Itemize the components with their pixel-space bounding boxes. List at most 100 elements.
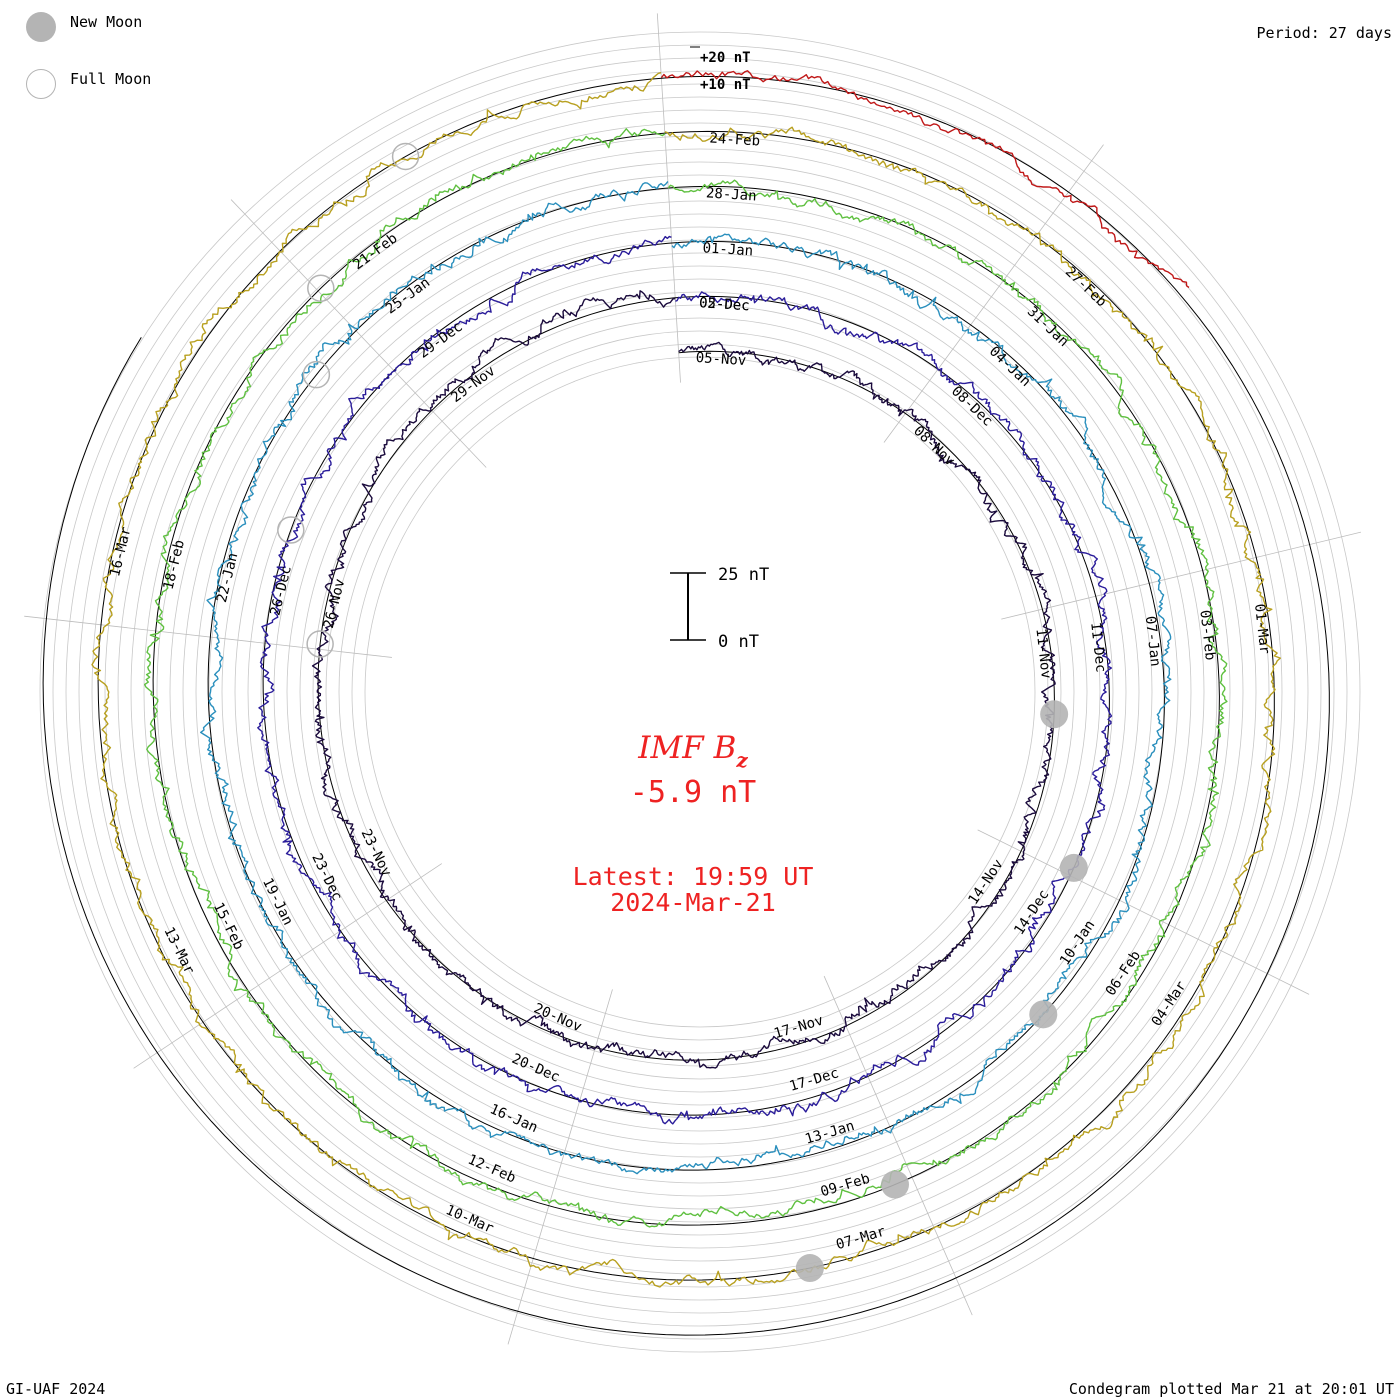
grid-ring <box>52 44 1348 1340</box>
grid-rings <box>39 31 1361 1353</box>
trace-rotation-3 <box>200 181 1172 1175</box>
grid-ring <box>78 70 1322 1314</box>
imf-title-subscript: z <box>735 748 748 772</box>
grid-ring <box>325 317 1075 1067</box>
date-label: 23-Dec <box>308 851 345 903</box>
grid-ring <box>195 187 1205 1197</box>
date-label: 01-Mar <box>1251 603 1273 655</box>
new-moon-marker <box>881 1170 910 1199</box>
full-moon-marker <box>307 274 335 302</box>
grid-ring <box>130 122 1270 1262</box>
grid-spoke <box>133 863 443 1069</box>
date-label: 04-Mar <box>1149 978 1190 1029</box>
legend-full-moon-label: Full Moon <box>70 70 152 88</box>
imf-title: IMF Bz <box>637 730 748 772</box>
date-label: 11-Dec <box>1087 621 1109 673</box>
date-label: 05-Dec <box>699 295 750 314</box>
grid-ring <box>156 148 1244 1236</box>
date-label: 10-Mar <box>443 1202 496 1237</box>
date-label: 22-Jan <box>214 551 241 604</box>
full-moon-marker <box>302 360 331 389</box>
new-moon-marker <box>1059 853 1088 882</box>
grid-ring <box>104 96 1296 1288</box>
scale-bar-top-label: 25 nT <box>718 565 769 585</box>
imf-title-main: IMF B <box>637 730 736 766</box>
reference-rings <box>42 75 1330 1336</box>
date-label: 20-Dec <box>509 1051 562 1086</box>
date-label: 11-Nov <box>1032 628 1054 680</box>
grid-ring <box>312 304 1088 1080</box>
grid-ring <box>247 239 1153 1145</box>
grid-ring <box>65 57 1335 1327</box>
date-label: 08-Nov <box>910 423 958 469</box>
grid-ring <box>117 109 1283 1275</box>
grid-ring <box>299 291 1101 1093</box>
date-label: 13-Mar <box>160 925 197 977</box>
date-label: 26-Nov <box>321 577 348 630</box>
date-label: 21-Feb <box>350 230 400 273</box>
new-moon-marker <box>1040 700 1069 729</box>
date-label: 02-Dec <box>699 295 750 314</box>
grid-spoke <box>883 144 1104 443</box>
imf-value: -5.9 nT <box>630 775 756 810</box>
latest-date: 2024-Mar-21 <box>610 888 776 917</box>
date-label: 31-Jan <box>1024 304 1072 350</box>
date-label: 26-Dec <box>267 564 294 617</box>
grid-ring <box>169 161 1231 1223</box>
full-moon-marker <box>391 142 420 171</box>
date-label: 29-Dec <box>416 319 466 362</box>
date-label: 20-Nov <box>531 1000 584 1035</box>
legend-new-moon: New Moon <box>26 12 142 42</box>
date-label: 28-Jan <box>706 185 757 204</box>
grid-ring <box>273 265 1127 1119</box>
grid-spoke <box>230 199 487 468</box>
grid-spokes <box>24 13 1362 1345</box>
amplitude-scale-bar: 25 nT 0 nT <box>670 565 769 652</box>
grid-ring <box>143 135 1257 1249</box>
trace-rotation-5 <box>91 72 1281 1288</box>
moon-markers <box>277 142 1088 1283</box>
scale-label-plus10: +10 nT <box>700 77 751 93</box>
date-label: 27-Feb <box>1062 264 1110 310</box>
full-moon-marker <box>277 516 305 544</box>
grid-ring <box>351 343 1049 1041</box>
period-label: Period: 27 days <box>1256 24 1392 42</box>
grid-ring <box>286 278 1114 1106</box>
plotted-label: Condegram plotted Mar 21 at 20:01 UT <box>1068 1380 1394 1398</box>
date-label: 03-Feb <box>1196 609 1218 661</box>
grid-spoke <box>1001 531 1362 620</box>
grid-spoke <box>823 975 973 1316</box>
scale-bar-bottom-label: 0 nT <box>718 632 759 652</box>
data-traces <box>91 70 1281 1288</box>
legend-new-moon-label: New Moon <box>70 13 143 31</box>
credit-label: GI-UAF 2024 <box>6 1380 106 1398</box>
date-label: 12-Feb <box>465 1152 518 1187</box>
date-label: 16-Jan <box>487 1101 540 1136</box>
new-moon-marker <box>795 1254 824 1283</box>
trace-rotation-6 <box>660 70 1190 289</box>
center-readout: IMF Bz -5.9 nT Latest: 19:59 UT 2024-Mar… <box>573 730 814 917</box>
zero-reference-spiral <box>42 75 1330 1336</box>
grid-ring <box>364 356 1036 1028</box>
grid-ring <box>39 31 1361 1353</box>
new-moon-icon <box>26 12 56 42</box>
grid-ring <box>182 174 1218 1210</box>
date-label: 10-Jan <box>1057 917 1098 968</box>
scale-label-plus20: +20 nT <box>700 50 751 66</box>
grid-ring <box>234 226 1166 1158</box>
trace-rotation-1 <box>311 290 1056 1069</box>
date-label: 01-Jan <box>702 240 753 259</box>
grid-ring <box>260 252 1140 1132</box>
grid-ring <box>338 330 1062 1054</box>
grid-ring <box>91 83 1309 1301</box>
grid-ring <box>208 200 1192 1184</box>
full-moon-marker <box>306 630 334 658</box>
grid-spoke <box>977 829 1310 995</box>
trace-rotation-2 <box>257 235 1113 1125</box>
date-label: 23-Nov <box>358 827 395 879</box>
legend-full-moon: Full Moon <box>26 69 151 99</box>
latest-time: Latest: 19:59 UT <box>573 862 814 891</box>
trace-rotation-4 <box>144 128 1228 1228</box>
full-moon-icon <box>26 69 56 99</box>
